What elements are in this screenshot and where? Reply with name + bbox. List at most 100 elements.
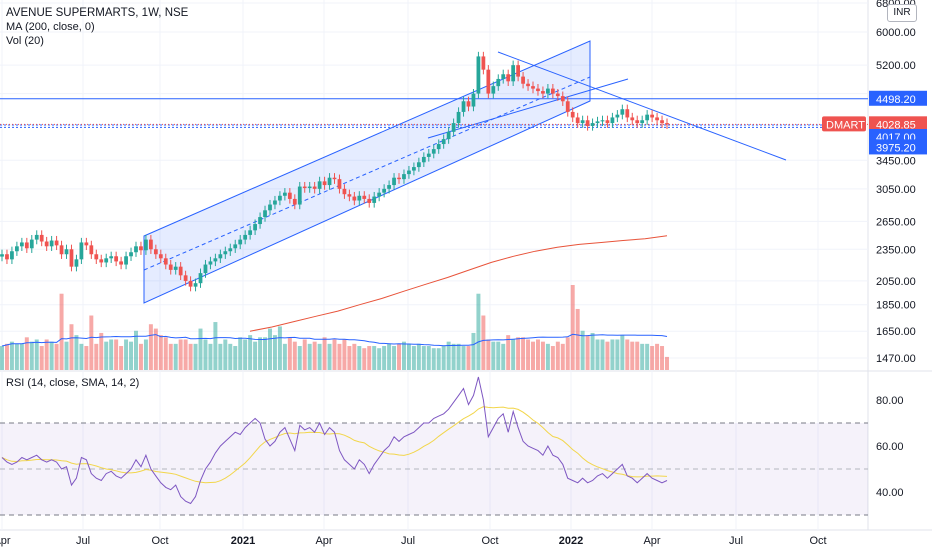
candle-body: [650, 114, 654, 118]
time-tick-label: Jul: [76, 535, 90, 547]
candle-body: [39, 234, 44, 242]
volume-ma-line: [1, 333, 668, 347]
volume-bar: [650, 346, 655, 370]
candle-body: [560, 96, 565, 102]
volume-bar: [337, 343, 342, 370]
rsi-line: [1, 376, 668, 505]
candle-body: [471, 93, 476, 107]
candle-body: [496, 78, 501, 87]
volume-bar: [511, 339, 516, 370]
rsi-tick-label: 60.00: [876, 441, 904, 453]
candle-body: [585, 120, 590, 126]
volume-indicator-label[interactable]: Vol (20): [6, 35, 44, 47]
price-tag-label: 3975.20: [876, 142, 916, 154]
candle-body: [153, 249, 158, 255]
candle-body: [516, 65, 521, 77]
candle-body: [461, 101, 466, 112]
price-tag: [869, 90, 927, 106]
volume-bar: [332, 339, 337, 370]
candle-body: [590, 123, 595, 126]
time-tick-label: Oct: [809, 535, 826, 547]
candle-body: [193, 283, 198, 287]
time-tick-label: 2022: [559, 535, 583, 547]
currency-button[interactable]: INR: [887, 4, 917, 22]
candle-body: [377, 192, 382, 197]
volume-bar: [501, 343, 506, 370]
ma-indicator-label[interactable]: MA (200, close, 0): [6, 21, 95, 33]
volume-bar: [292, 341, 297, 370]
volume-bar: [615, 339, 620, 370]
price-tick-label: 3050.00: [876, 184, 916, 196]
candle-body: [605, 120, 610, 124]
volume-bar: [143, 339, 148, 370]
volume-bar: [129, 341, 134, 370]
time-tick-label: Apr: [315, 535, 332, 547]
candle-body: [223, 251, 228, 255]
candle-body: [5, 254, 9, 260]
volume-bar: [531, 341, 535, 370]
volume-bar: [19, 343, 24, 370]
volume-bar: [406, 343, 411, 370]
volume-bar: [307, 343, 312, 370]
volume-bar: [580, 330, 585, 370]
rsi-indicator-label[interactable]: RSI (14, close, SMA, 14, 2): [6, 377, 140, 389]
volume-bar: [302, 339, 307, 370]
candle-body: [575, 117, 580, 124]
volume-bar: [104, 341, 109, 370]
rsi-tick-label: 80.00: [876, 395, 904, 407]
price-tick-label: 2050.00: [876, 276, 916, 288]
candle-body: [446, 131, 451, 140]
candle-body: [416, 162, 421, 168]
volume-bar: [29, 341, 34, 370]
uptrend-line: [427, 78, 629, 139]
volume-bar: [506, 335, 511, 370]
candle-body: [273, 200, 277, 205]
volume-bar: [446, 341, 451, 370]
candle-body: [213, 258, 218, 262]
volume-bar: [367, 346, 372, 370]
volume-bar: [401, 341, 406, 370]
volume-bar: [397, 343, 401, 370]
candle-body: [89, 245, 94, 255]
price-tick-label: 5200.00: [876, 60, 916, 72]
time-tick-label: Apr: [0, 535, 11, 547]
volume-bar: [39, 346, 44, 370]
candle-body: [263, 210, 267, 218]
candle-body: [372, 196, 377, 203]
volume-bar: [173, 343, 178, 370]
volume-bar: [124, 339, 129, 370]
volume-bar: [560, 343, 565, 370]
candle-body: [134, 246, 138, 253]
candle-body: [362, 195, 367, 199]
candle-body: [337, 179, 342, 189]
candle-body: [610, 117, 615, 124]
candle-body: [10, 251, 14, 260]
candle-body: [382, 188, 387, 193]
candle-body: [645, 114, 650, 121]
candle-body: [287, 192, 292, 199]
volume-bar: [74, 335, 79, 370]
candle-body: [129, 252, 133, 257]
volume-bar: [342, 339, 347, 370]
volume-bar: [610, 339, 615, 370]
price-tag-label: 4028.85: [876, 119, 916, 131]
candle-body: [114, 256, 119, 262]
candle-body: [297, 186, 302, 205]
candle-body: [555, 93, 560, 97]
volume-bar: [357, 346, 362, 370]
volume-bar: [114, 339, 119, 370]
time-tick-label: Oct: [481, 535, 498, 547]
candle-body: [436, 144, 441, 150]
time-tick-label: Apr: [643, 535, 660, 547]
candle-body: [580, 120, 585, 124]
volume-bar: [272, 335, 277, 370]
candle-body: [595, 121, 600, 124]
candle-body: [278, 195, 282, 201]
volume-bar: [238, 337, 243, 370]
volume-bar: [660, 346, 665, 370]
volume-bar: [287, 337, 292, 370]
volume-bar: [312, 341, 317, 370]
volume-bar: [382, 346, 387, 370]
volume-bar: [466, 346, 471, 370]
